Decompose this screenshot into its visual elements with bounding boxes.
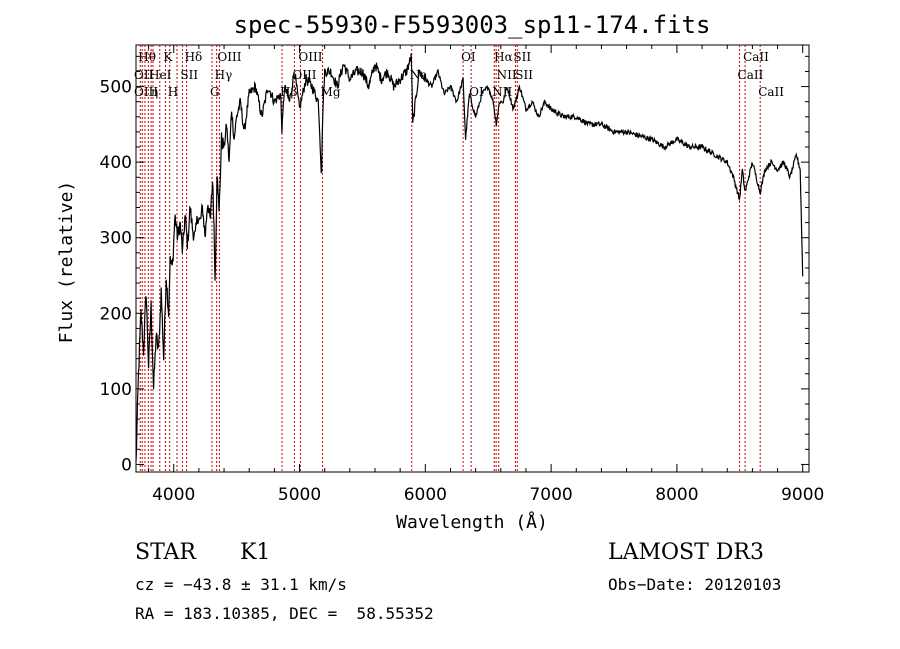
y-tick-label: 0 [121, 455, 132, 475]
object-subclass: K1 [240, 540, 271, 565]
x-tick-label: 9000 [781, 485, 824, 505]
y-axis-label: Flux (relative) [56, 181, 77, 344]
line-label: OI [461, 50, 476, 64]
line-label: OIII [292, 68, 316, 82]
flux-series-line [135, 53, 804, 462]
y-tick-label: 100 [100, 380, 132, 400]
emission-line-markers [139, 45, 761, 472]
x-tick-label: 8000 [655, 485, 698, 505]
line-label: Mg [321, 85, 341, 99]
line-label: Hα [494, 50, 513, 64]
line-label: HeI [149, 68, 172, 82]
x-tick-label: 6000 [404, 485, 447, 505]
line-label: Hγ [215, 68, 233, 82]
redshift-velocity: cz = −43.8 ± 31.1 km/s [135, 575, 347, 594]
line-label: K [163, 50, 173, 64]
line-label: OIII [134, 85, 158, 99]
line-label: OIII [217, 50, 241, 64]
line-label: OIII [298, 50, 322, 64]
line-label: SII [180, 68, 198, 82]
line-label: SII [513, 50, 531, 64]
line-label: Hδ [185, 50, 203, 64]
line-label: H [168, 85, 178, 99]
line-label: CaII [738, 68, 764, 82]
line-label: CaII [758, 85, 784, 99]
x-tick-label: 7000 [529, 485, 572, 505]
y-tick-label: 500 [100, 78, 132, 98]
y-tick-label: 200 [100, 304, 132, 324]
ra-dec: RA = 183.10385, DEC = 58.55352 [135, 604, 434, 623]
observation-date: Obs−Date: 20120103 [608, 575, 782, 594]
chart-title: spec-55930-F5593003_sp11-174.fits [234, 11, 711, 39]
y-tick-label: 400 [100, 153, 132, 173]
x-tick-label: 4000 [152, 485, 195, 505]
line-label: G [210, 85, 220, 99]
plot-frame [135, 44, 810, 473]
line-label: NII [497, 68, 517, 82]
survey-name: LAMOST DR3 [608, 540, 764, 565]
x-axis-label: Wavelength (Å) [396, 511, 548, 533]
line-label: η [151, 85, 158, 99]
x-tick-label: 5000 [278, 485, 321, 505]
object-class: STAR [135, 540, 196, 565]
y-tick-label: 300 [100, 229, 132, 249]
line-label: SII [515, 68, 533, 82]
line-label: OI [469, 85, 484, 99]
axis-ticks: 4000 5000 6000 7000 8000 9000 0 100 200 300 400 500 [100, 45, 824, 505]
line-label: Hθ [138, 50, 156, 64]
line-label: CaII [743, 50, 769, 64]
